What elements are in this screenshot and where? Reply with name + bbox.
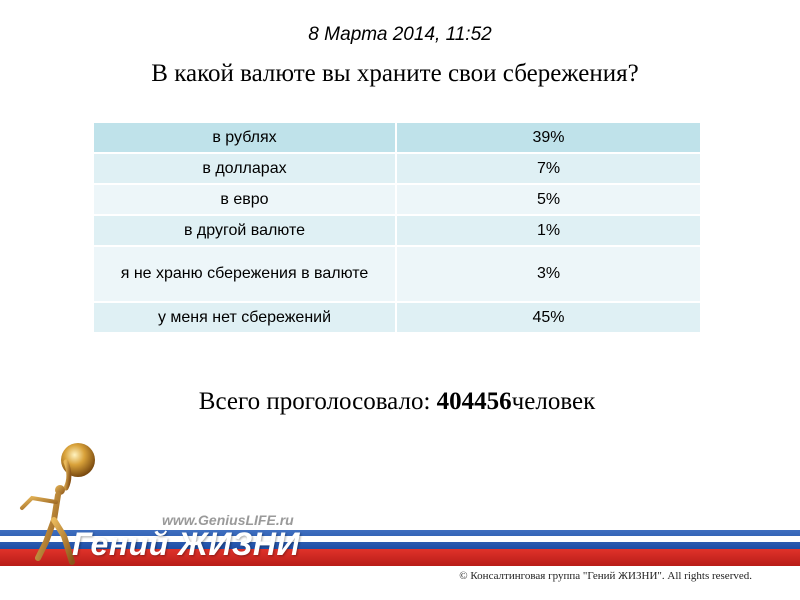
poll-datetime: 8 Марта 2014, 11:52 <box>308 24 492 45</box>
copyright-text: © Консалтинговая группа "Гений ЖИЗНИ". A… <box>459 570 752 582</box>
total-suffix: человек <box>511 388 596 415</box>
percent-cell: 1% <box>395 215 700 247</box>
results-table: в рублях 39% в долларах 7% в евро 5% в д… <box>94 123 700 334</box>
percent-cell: 39% <box>395 123 700 154</box>
table-row: у меня нет сбережений 45% <box>94 302 700 334</box>
poll-question: В какой валюте вы храните свои сбережени… <box>151 60 639 87</box>
percent-cell: 45% <box>395 302 700 334</box>
answer-cell: в другой валюте <box>94 215 396 247</box>
genius-figure-logo-icon <box>20 443 95 565</box>
total-votes: Всего проголосовало: 404456человек <box>0 388 794 416</box>
table-row: в другой валюте 1% <box>94 215 700 247</box>
answer-cell: в евро <box>94 184 396 216</box>
answer-cell: у меня нет сбережений <box>94 302 396 334</box>
answer-cell: в долларах <box>94 153 396 185</box>
total-prefix: Всего проголосовало: <box>198 388 431 415</box>
footer-stripe-white <box>0 536 800 542</box>
percent-cell: 5% <box>395 184 700 216</box>
table-row: в евро 5% <box>94 184 700 216</box>
total-count: 404456 <box>436 388 512 415</box>
answer-cell: я не храню сбережения в валюте <box>94 246 396 303</box>
site-url: www.GeniusLIFE.ru <box>162 512 294 528</box>
percent-cell: 3% <box>395 246 700 303</box>
table-row: я не храню сбережения в валюте 3% <box>94 246 700 303</box>
brand-name: Гений ЖИЗНИ <box>72 526 301 562</box>
table-row: в долларах 7% <box>94 153 700 185</box>
table-row: в рублях 39% <box>94 123 700 154</box>
footer-stripe-red <box>0 549 800 566</box>
percent-cell: 7% <box>395 153 700 185</box>
answer-cell: в рублях <box>94 123 396 154</box>
